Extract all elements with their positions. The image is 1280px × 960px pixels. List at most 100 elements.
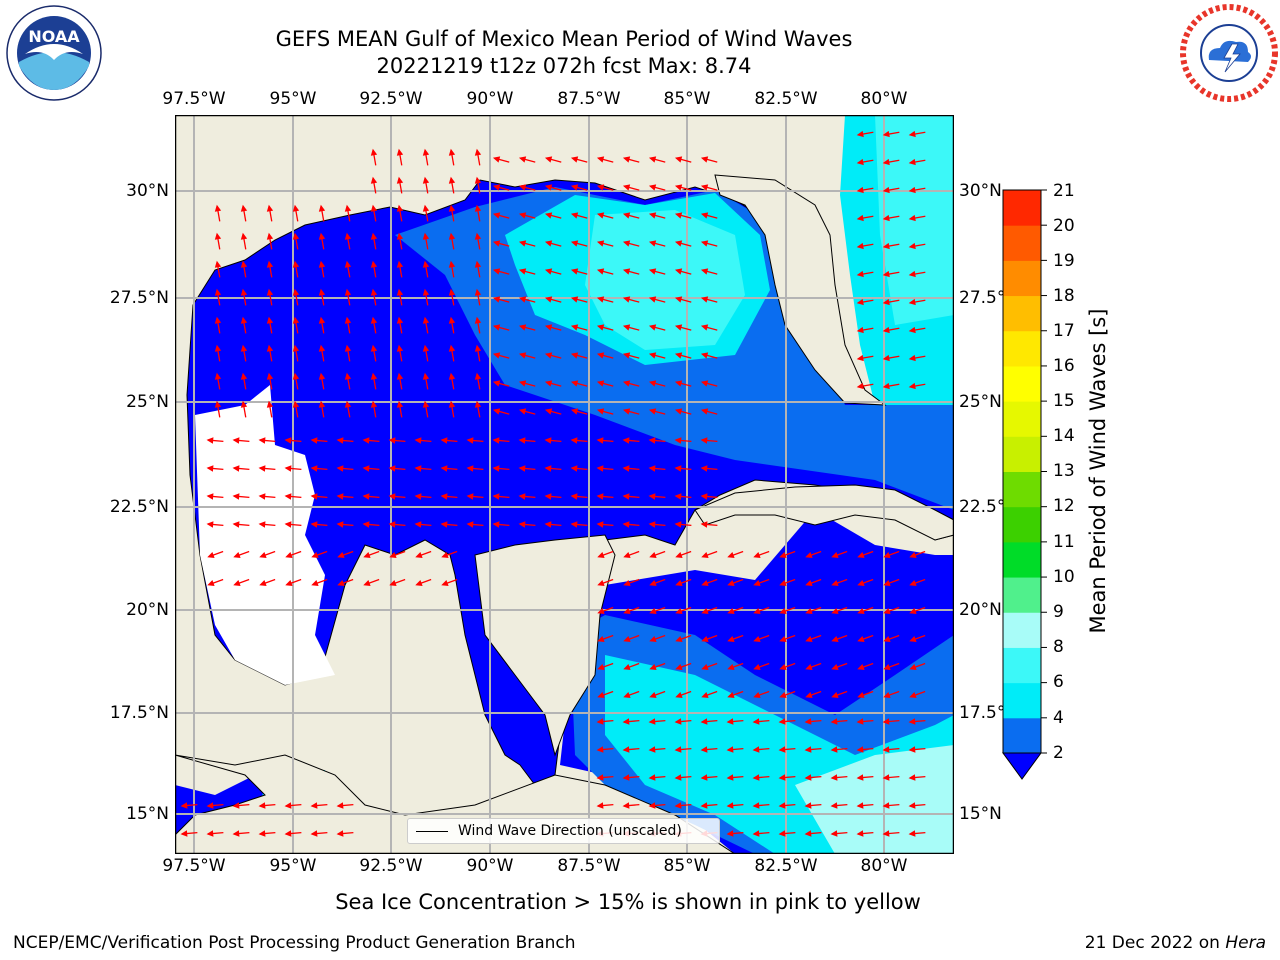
wind-arrow-head bbox=[370, 204, 378, 212]
colorbar-segment bbox=[1003, 365, 1041, 402]
colorbar-segment bbox=[1003, 436, 1041, 472]
colorbar-segment bbox=[1003, 541, 1041, 578]
wind-arrow-head bbox=[396, 260, 404, 268]
wind-arrow-head bbox=[752, 802, 760, 809]
wind-arrow-head bbox=[909, 663, 917, 671]
lat-tick-left: 25°N bbox=[126, 392, 169, 412]
wind-arrow-head bbox=[492, 437, 500, 444]
wind-arrow-head bbox=[518, 437, 526, 444]
wind-arrow-head bbox=[214, 260, 222, 268]
wind-arrow-head bbox=[908, 746, 916, 753]
wind-arrow-head bbox=[649, 607, 657, 615]
colorbar-segment bbox=[1003, 471, 1041, 508]
wind-arrow-head bbox=[441, 579, 449, 587]
lon-tick-bottom: 85°W bbox=[663, 856, 711, 876]
yucatan-land bbox=[474, 534, 616, 757]
colorbar-tick: 21 bbox=[1053, 181, 1075, 201]
wind-arrow-head bbox=[440, 493, 448, 500]
wind-arrow-head bbox=[318, 344, 326, 352]
lat-tick-left: 30°N bbox=[126, 181, 169, 201]
wind-arrow-head bbox=[700, 268, 709, 275]
wind-arrow-head bbox=[414, 465, 422, 472]
wind-arrow-head bbox=[908, 718, 916, 725]
wind-arrow-head bbox=[285, 551, 293, 559]
wind-arrow-head bbox=[882, 718, 890, 725]
wind-arrow-head bbox=[622, 156, 631, 163]
wind-arrow-head bbox=[700, 408, 709, 415]
wind-arrow-head bbox=[422, 176, 430, 184]
wind-arrow-head bbox=[648, 493, 656, 500]
wind-arrow-head bbox=[388, 465, 396, 472]
wind-arrow-head bbox=[883, 635, 891, 643]
wind-arrow-head bbox=[648, 774, 656, 781]
wind-arrow-head bbox=[779, 635, 787, 643]
wind-arrow-head bbox=[292, 372, 300, 380]
cuba-land bbox=[694, 484, 954, 541]
wind-arrow-head bbox=[518, 268, 527, 275]
wind-arrow-head bbox=[518, 240, 527, 247]
wind-arrow-head bbox=[570, 156, 579, 163]
colorbar-segment bbox=[1003, 647, 1041, 684]
lon-tick-top: 97.5°W bbox=[162, 89, 226, 109]
colorbar-tick: 15 bbox=[1053, 391, 1075, 411]
wind-arrow-head bbox=[318, 372, 326, 380]
wind-arrow-head bbox=[310, 493, 318, 500]
wind-arrow-head bbox=[414, 437, 422, 444]
colorbar-segment bbox=[1003, 295, 1041, 332]
wind-arrow-head bbox=[779, 551, 787, 559]
wind-arrow-head bbox=[648, 296, 657, 303]
wind-arrow-head bbox=[370, 260, 378, 268]
wind-arrow-head bbox=[492, 521, 500, 528]
wind-arrow-head bbox=[474, 260, 482, 268]
wind-arrow-head bbox=[448, 204, 456, 212]
wind-arrow-head bbox=[700, 493, 708, 500]
wind-arrow-head bbox=[544, 240, 553, 247]
wind-arrow-head bbox=[597, 607, 605, 615]
wind-arrow-head bbox=[700, 437, 708, 444]
wind-arrow-head bbox=[207, 579, 215, 587]
wind-arrow-head bbox=[396, 372, 404, 380]
wind-arrow-head bbox=[474, 232, 482, 240]
lon-tick-top: 80°W bbox=[860, 89, 908, 109]
lat-tick-left: 15°N bbox=[126, 804, 169, 824]
wind-arrow-head bbox=[396, 344, 404, 352]
colorbar-tick: 20 bbox=[1053, 216, 1075, 236]
lat-tick-left: 20°N bbox=[126, 600, 169, 620]
wind-arrow-head bbox=[596, 408, 605, 415]
wind-arrow-head bbox=[908, 326, 916, 334]
wind-arrow-head bbox=[623, 663, 631, 671]
wind-arrow-head bbox=[622, 465, 630, 472]
wind-arrow-head bbox=[240, 316, 248, 324]
wind-arrow-head bbox=[544, 352, 553, 359]
wind-arrow-head bbox=[909, 579, 917, 587]
wind-arrow-head bbox=[622, 380, 631, 387]
wind-arrow-head bbox=[674, 408, 683, 415]
wind-arrow-head bbox=[622, 408, 631, 415]
wind-arrow-head bbox=[674, 746, 682, 753]
wind-arrow-head bbox=[414, 521, 422, 528]
wind-arrow-head bbox=[622, 521, 630, 528]
wind-arrow-head bbox=[622, 718, 630, 725]
lon-tick-top: 87.5°W bbox=[557, 89, 621, 109]
wind-arrow-head bbox=[648, 718, 656, 725]
lon-tick-bottom: 95°W bbox=[269, 856, 317, 876]
wind-arrow-head bbox=[856, 298, 864, 306]
wind-arrow-head bbox=[544, 380, 553, 387]
wind-arrow-head bbox=[753, 663, 761, 671]
wind-arrow-head bbox=[448, 288, 456, 296]
wind-arrow-head bbox=[284, 437, 292, 444]
wind-arrow-head bbox=[701, 635, 709, 643]
wind-arrow-head bbox=[727, 691, 735, 699]
wind-arrow-head bbox=[622, 324, 631, 331]
wind-arrow-head bbox=[492, 268, 501, 275]
wind-arrow-head bbox=[674, 802, 682, 809]
wind-arrow-head bbox=[370, 344, 378, 352]
wind-arrow-head bbox=[206, 437, 214, 444]
colorbar-segment bbox=[1003, 225, 1041, 261]
wind-arrow-head bbox=[648, 184, 657, 191]
lon-tick-bottom: 97.5°W bbox=[162, 856, 226, 876]
wind-arrow-head bbox=[292, 316, 300, 324]
wind-arrow-head bbox=[675, 663, 683, 671]
wind-arrow-head bbox=[648, 746, 656, 753]
host-name: Hera bbox=[1225, 933, 1266, 953]
